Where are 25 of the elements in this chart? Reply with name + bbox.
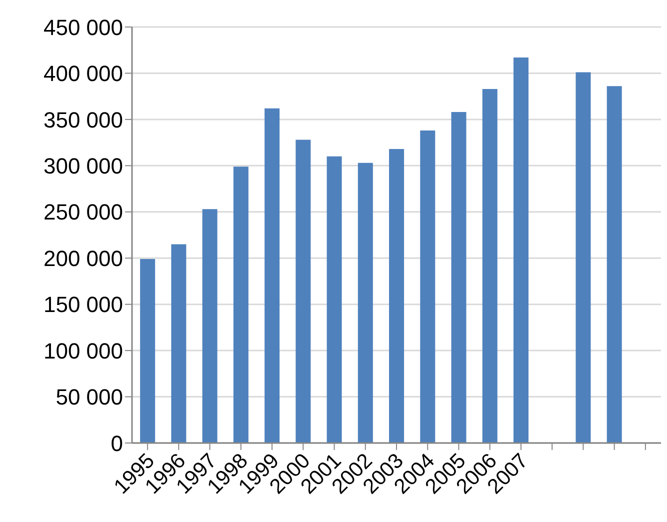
y-tick-label: 50 000 — [56, 384, 123, 410]
bar — [264, 108, 280, 443]
bar — [576, 72, 591, 443]
y-tick-label: 250 000 — [43, 200, 123, 225]
y-tick-label: 150 000 — [43, 292, 123, 318]
y-tick-label: 400 000 — [43, 61, 123, 86]
bar — [606, 86, 622, 443]
bar — [202, 209, 218, 443]
bar — [514, 58, 528, 443]
y-tick-label: 200 000 — [43, 246, 123, 271]
bar — [171, 244, 186, 443]
bar — [296, 140, 311, 443]
bar — [420, 130, 436, 443]
bar — [140, 259, 156, 443]
y-tick-label: 0 — [110, 430, 123, 456]
bar — [451, 112, 466, 443]
y-tick-label: 100 000 — [43, 338, 123, 364]
bar — [233, 166, 248, 443]
bar — [482, 88, 498, 443]
y-tick-label: 450 000 — [43, 14, 123, 40]
y-tick-label: 350 000 — [43, 107, 123, 132]
bar — [326, 156, 342, 443]
y-tick-label: 300 000 — [43, 153, 123, 178]
bar — [358, 162, 373, 443]
bar — [389, 149, 404, 443]
